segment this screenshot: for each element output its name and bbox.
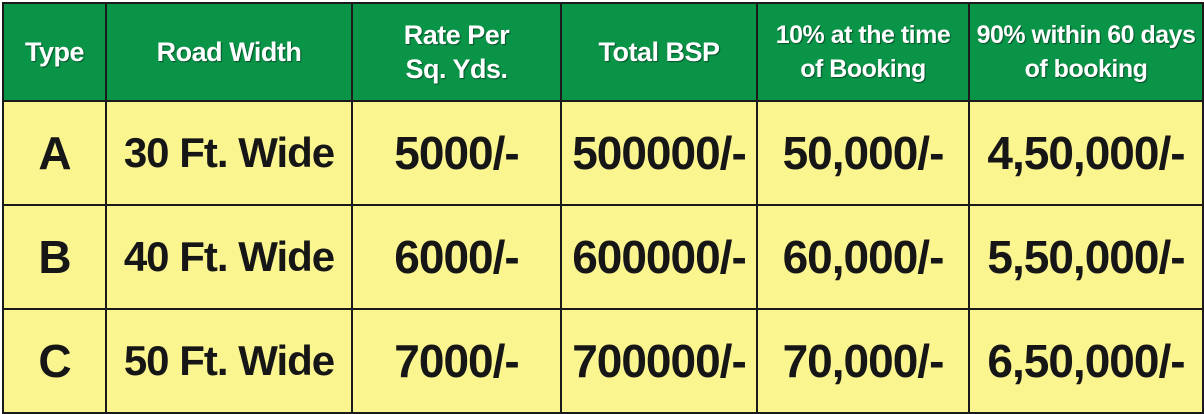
cell-ninety-percent: 5,50,000/-	[968, 204, 1204, 310]
table-body: A 30 Ft. Wide 5000/- 500000/- 50,000/- 4…	[2, 100, 1204, 414]
header-ninety-percent-line-1: 90% within 60 days	[976, 21, 1196, 49]
header-rate-line-1: Rate Per	[403, 20, 510, 50]
header-road-width-line-1: Road Width	[156, 37, 302, 67]
cell-rate: 5000/-	[351, 100, 562, 206]
header-type: Type	[2, 2, 107, 102]
header-ninety-percent: 90% within 60 days of booking	[968, 2, 1204, 102]
header-ten-percent-line-2: of Booking	[800, 55, 926, 83]
header-rate-line-2: Sq. Yds.	[405, 54, 508, 84]
cell-road-width: 50 Ft. Wide	[105, 308, 353, 414]
header-rate: Rate Per Sq. Yds.	[351, 2, 562, 102]
cell-ten-percent: 50,000/-	[756, 100, 970, 206]
table-header: Type Road Width Rate Per Sq. Yds. Total …	[2, 2, 1204, 102]
cell-road-width: 40 Ft. Wide	[105, 204, 353, 310]
cell-total-bsp: 500000/-	[560, 100, 758, 206]
header-ten-percent-line-1: 10% at the time	[775, 21, 951, 49]
cell-ninety-percent: 4,50,000/-	[968, 100, 1204, 206]
header-ten-percent: 10% at the time of Booking	[756, 2, 970, 102]
cell-ten-percent: 70,000/-	[756, 308, 970, 414]
header-total-bsp-line-1: Total BSP	[598, 37, 720, 67]
cell-rate: 6000/-	[351, 204, 562, 310]
header-ninety-percent-line-2: of booking	[1024, 55, 1148, 83]
cell-ninety-percent: 6,50,000/-	[968, 308, 1204, 414]
cell-rate: 7000/-	[351, 308, 562, 414]
cell-total-bsp: 600000/-	[560, 204, 758, 310]
cell-type: C	[2, 308, 107, 414]
cell-road-width: 30 Ft. Wide	[105, 100, 353, 206]
header-road-width: Road Width	[105, 2, 353, 102]
cell-ten-percent: 60,000/-	[756, 204, 970, 310]
table-row: B 40 Ft. Wide 6000/- 600000/- 60,000/- 5…	[2, 204, 1204, 310]
table-row: C 50 Ft. Wide 7000/- 700000/- 70,000/- 6…	[2, 308, 1204, 414]
cell-type: A	[2, 100, 107, 206]
header-row: Type Road Width Rate Per Sq. Yds. Total …	[2, 2, 1204, 102]
table-row: A 30 Ft. Wide 5000/- 500000/- 50,000/- 4…	[2, 100, 1204, 206]
header-total-bsp: Total BSP	[560, 2, 758, 102]
header-type-line-1: Type	[24, 37, 85, 67]
cell-total-bsp: 700000/-	[560, 308, 758, 414]
cell-type: B	[2, 204, 107, 310]
